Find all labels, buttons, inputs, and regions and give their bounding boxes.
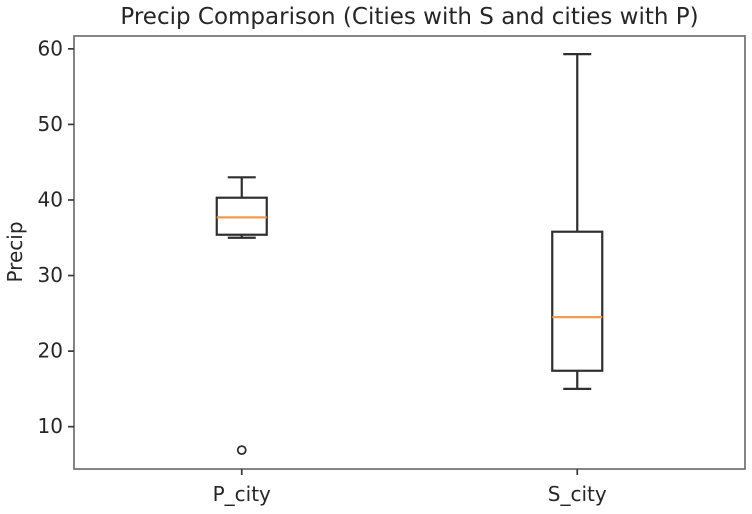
- y-tick-label-30: 30: [38, 263, 63, 287]
- box-P_city: [215, 196, 268, 236]
- y-tick-label-60: 60: [38, 36, 63, 60]
- x-tick-label-P_city: P_city: [213, 482, 271, 506]
- box-S_city: [551, 230, 604, 372]
- plot-border: [73, 35, 746, 470]
- y-tick-label-50: 50: [38, 112, 63, 136]
- y-tick-label-10: 10: [38, 414, 63, 438]
- x-tick-label-S_city: S_city: [548, 482, 607, 506]
- y-tick-label-20: 20: [38, 339, 63, 363]
- y-tick-label-40: 40: [38, 187, 63, 211]
- outlier-P_city: [236, 445, 247, 456]
- chart-title: Precip Comparison (Cities with S and cit…: [120, 4, 699, 30]
